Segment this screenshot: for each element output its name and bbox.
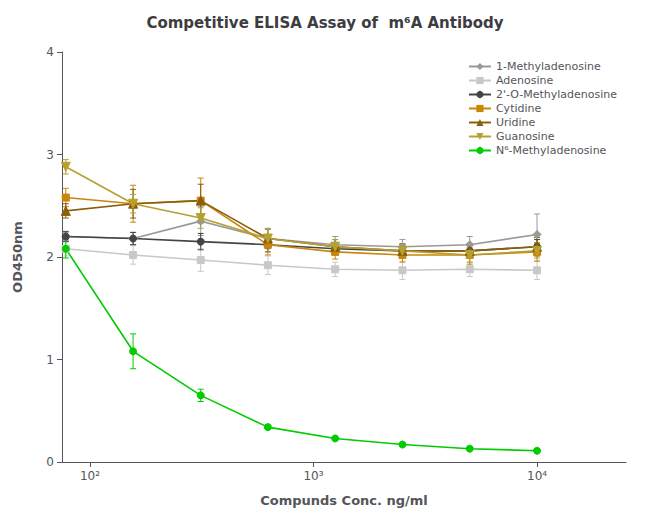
svg-text:2'-O-Methyladenosine: 2'-O-Methyladenosine <box>496 88 617 101</box>
svg-text:Compunds Conc. ng/ml: Compunds Conc. ng/ml <box>260 493 428 508</box>
svg-text:OD450nm: OD450nm <box>10 221 25 293</box>
svg-text:N⁶-Methyladenosine: N⁶-Methyladenosine <box>496 144 607 157</box>
svg-text:Cytidine: Cytidine <box>496 102 542 115</box>
svg-text:1: 1 <box>46 353 54 367</box>
svg-text:10²: 10² <box>80 469 100 483</box>
svg-text:Guanosine: Guanosine <box>496 130 555 143</box>
svg-text:2: 2 <box>46 250 54 264</box>
svg-text:10³: 10³ <box>303 469 323 483</box>
svg-text:Uridine: Uridine <box>496 116 536 129</box>
svg-text:Adenosine: Adenosine <box>496 74 554 87</box>
svg-text:10⁴: 10⁴ <box>527 469 547 483</box>
svg-text:3: 3 <box>46 148 54 162</box>
svg-text:0: 0 <box>46 455 54 469</box>
svg-text:1-Methyladenosine: 1-Methyladenosine <box>496 60 601 73</box>
svg-text:Competitive ELISA Assay of m⁶: Competitive ELISA Assay of m⁶A Antibody <box>146 14 503 32</box>
svg-text:4: 4 <box>46 45 54 59</box>
